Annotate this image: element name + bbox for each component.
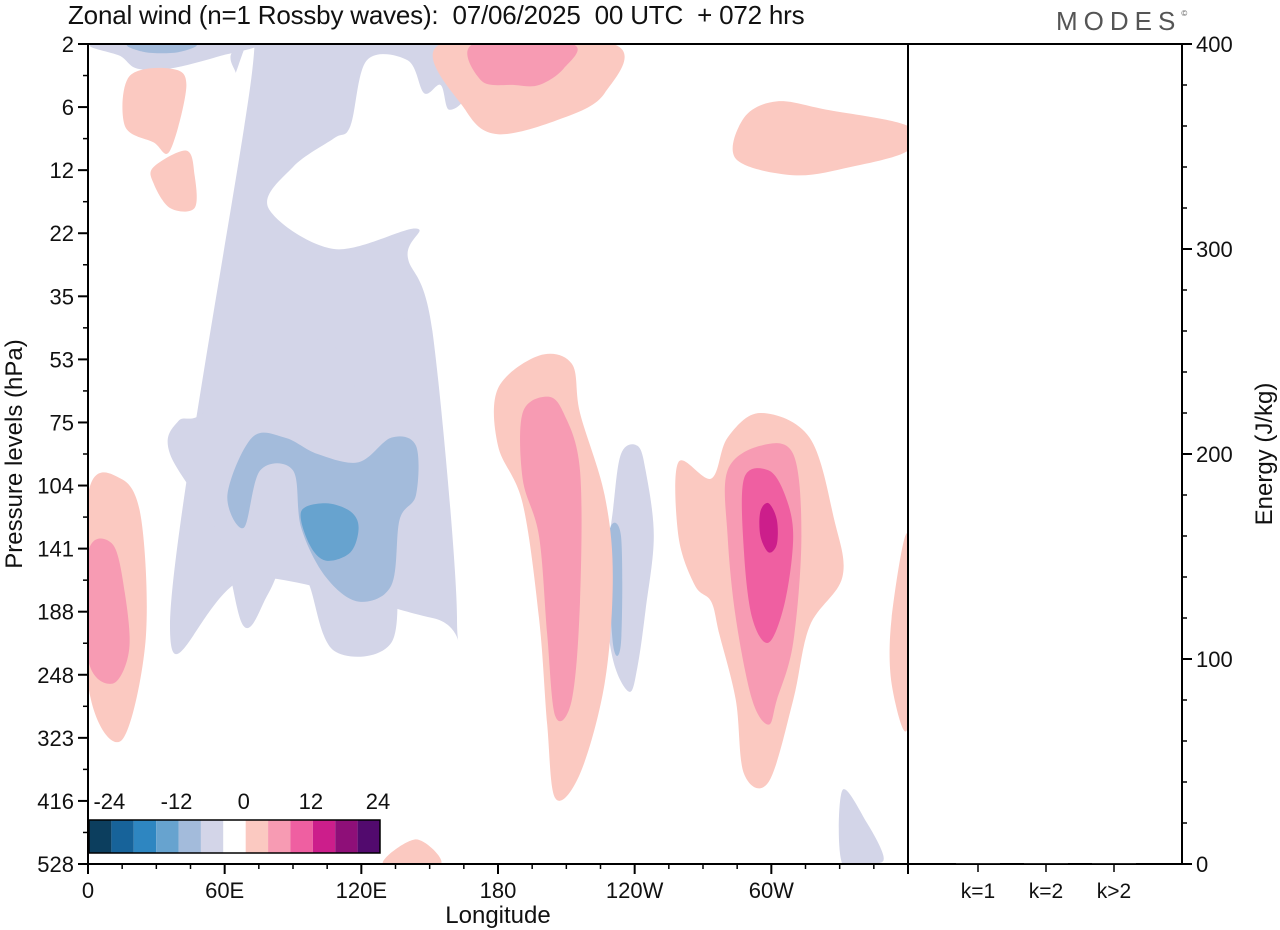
- colorbar-swatch: [245, 820, 269, 853]
- x-tick-label: 0: [82, 878, 94, 903]
- contour-fill-layer: [88, 44, 908, 864]
- colorbar-swatch: [223, 820, 246, 853]
- colorbar-swatch: [133, 820, 157, 853]
- colorbar-swatch: [357, 820, 380, 853]
- colorbar-label: -24: [93, 789, 125, 814]
- y-tick-label: 188: [37, 600, 74, 625]
- colorbar-swatch: [111, 820, 134, 853]
- y-tick-label: 416: [37, 789, 74, 814]
- x-axis-title: Longitude: [445, 902, 550, 929]
- contour-neg2-0: [126, 44, 197, 54]
- y-tick-label: 53: [50, 347, 74, 372]
- chart-title: Zonal wind (n=1 Rossby waves): 07/06/202…: [68, 0, 805, 30]
- bar-category-label: k>2: [1097, 880, 1131, 903]
- y-tick-label: 75: [50, 410, 74, 435]
- colorbar-swatch: [268, 820, 291, 853]
- energy-tick-label: 400: [1196, 32, 1233, 57]
- colorbar-swatch: [200, 820, 224, 853]
- energy-bar: [956, 863, 1000, 864]
- colorbar-label: 24: [366, 789, 390, 814]
- x-tick-label: 60E: [205, 878, 244, 903]
- colorbar-swatch: [156, 820, 179, 853]
- y-tick-label: 35: [50, 284, 74, 309]
- y-tick-label: 104: [37, 474, 74, 499]
- colorbar-swatch: [312, 820, 336, 853]
- contour-pos1-3: [150, 150, 197, 212]
- contour-neg1-2: [399, 313, 422, 323]
- energy-bars-layer: k=1 k=2 k>2: [956, 863, 1136, 903]
- colorbar-legend: -24 -12 0 12 24: [88, 788, 390, 854]
- energy-tick-label: 0: [1196, 852, 1208, 877]
- y-tick-label: 2: [62, 32, 74, 57]
- colorbar-label: -12: [161, 789, 193, 814]
- x-tick-label: 60W: [749, 878, 794, 903]
- contour-neg1-0: [89, 44, 258, 71]
- y-tick-label: 248: [37, 663, 74, 688]
- bar-category-label: k=1: [961, 880, 995, 903]
- energy-bar: [1024, 863, 1068, 864]
- colorbar-swatch: [290, 820, 313, 853]
- modes-logo: MODES©: [1056, 6, 1188, 36]
- colorbar-swatch: [335, 820, 358, 853]
- contour-pos2-1: [467, 44, 578, 87]
- x-tick-label: 120W: [606, 878, 664, 903]
- x-tick-label: 180: [480, 878, 517, 903]
- contour-pos1-8: [383, 839, 442, 864]
- y-tick-label: 528: [37, 852, 74, 877]
- energy-axis-title: Energy (J/kg): [1251, 383, 1278, 526]
- bar-category-label: k=2: [1029, 880, 1063, 903]
- contour-pos1-4: [732, 101, 908, 176]
- colorbar-label: 12: [299, 789, 323, 814]
- y-tick-label: 12: [50, 158, 74, 183]
- colorbar-label: 0: [238, 789, 250, 814]
- contour-pos2-2: [520, 396, 582, 722]
- y-tick-label: 323: [37, 726, 74, 751]
- contour-pos1-1: [122, 67, 187, 154]
- y-axis-title: Pressure levels (hPa): [1, 339, 28, 568]
- y-tick-label: 22: [50, 221, 74, 246]
- contour-pos3-0: [741, 468, 794, 643]
- contour-pos1-7: [889, 533, 908, 732]
- contour-neg1-5: [838, 789, 884, 864]
- energy-tick-label: 300: [1196, 237, 1233, 262]
- contour-pos4-0: [759, 502, 778, 553]
- contour-neg3-0: [300, 503, 359, 561]
- energy-tick-label: 200: [1196, 442, 1233, 467]
- x-tick-label: 120E: [336, 878, 387, 903]
- energy-tick-label: 100: [1196, 647, 1233, 672]
- y-tick-label: 141: [37, 537, 74, 562]
- colorbar-swatch: [89, 820, 112, 853]
- y-tick-label: 6: [62, 95, 74, 120]
- contour-pos2-0: [88, 538, 130, 684]
- colorbar-swatch: [178, 820, 201, 853]
- energy-bar: [1092, 863, 1136, 864]
- energy-panel-frame: [907, 43, 1183, 865]
